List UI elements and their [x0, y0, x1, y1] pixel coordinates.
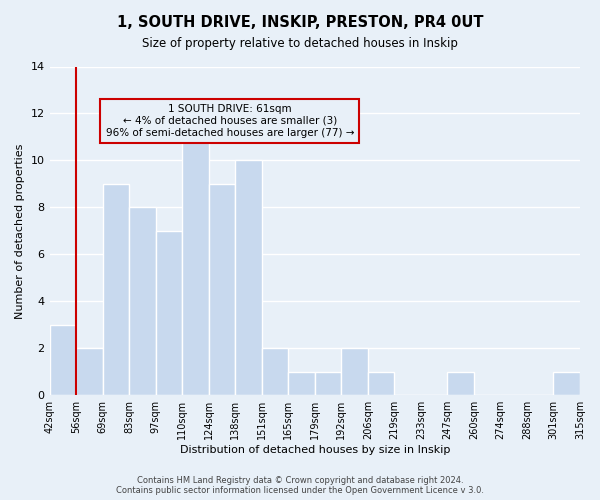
Bar: [103, 184, 129, 395]
Bar: [129, 208, 155, 395]
Bar: [368, 372, 394, 395]
Bar: [341, 348, 368, 395]
Text: 1, SOUTH DRIVE, INSKIP, PRESTON, PR4 0UT: 1, SOUTH DRIVE, INSKIP, PRESTON, PR4 0UT: [117, 15, 483, 30]
Text: Contains HM Land Registry data © Crown copyright and database right 2024.
Contai: Contains HM Land Registry data © Crown c…: [116, 476, 484, 495]
Bar: [288, 372, 315, 395]
Bar: [76, 348, 103, 395]
Bar: [448, 372, 474, 395]
Bar: [262, 348, 288, 395]
Bar: [315, 372, 341, 395]
X-axis label: Distribution of detached houses by size in Inskip: Distribution of detached houses by size …: [179, 445, 450, 455]
Bar: [182, 114, 209, 395]
Bar: [155, 231, 182, 395]
Bar: [50, 325, 76, 395]
Text: 1 SOUTH DRIVE: 61sqm
← 4% of detached houses are smaller (3)
96% of semi-detache: 1 SOUTH DRIVE: 61sqm ← 4% of detached ho…: [106, 104, 354, 138]
Bar: [553, 372, 580, 395]
Bar: [209, 184, 235, 395]
Y-axis label: Number of detached properties: Number of detached properties: [15, 143, 25, 318]
Bar: [235, 160, 262, 395]
Text: Size of property relative to detached houses in Inskip: Size of property relative to detached ho…: [142, 38, 458, 51]
